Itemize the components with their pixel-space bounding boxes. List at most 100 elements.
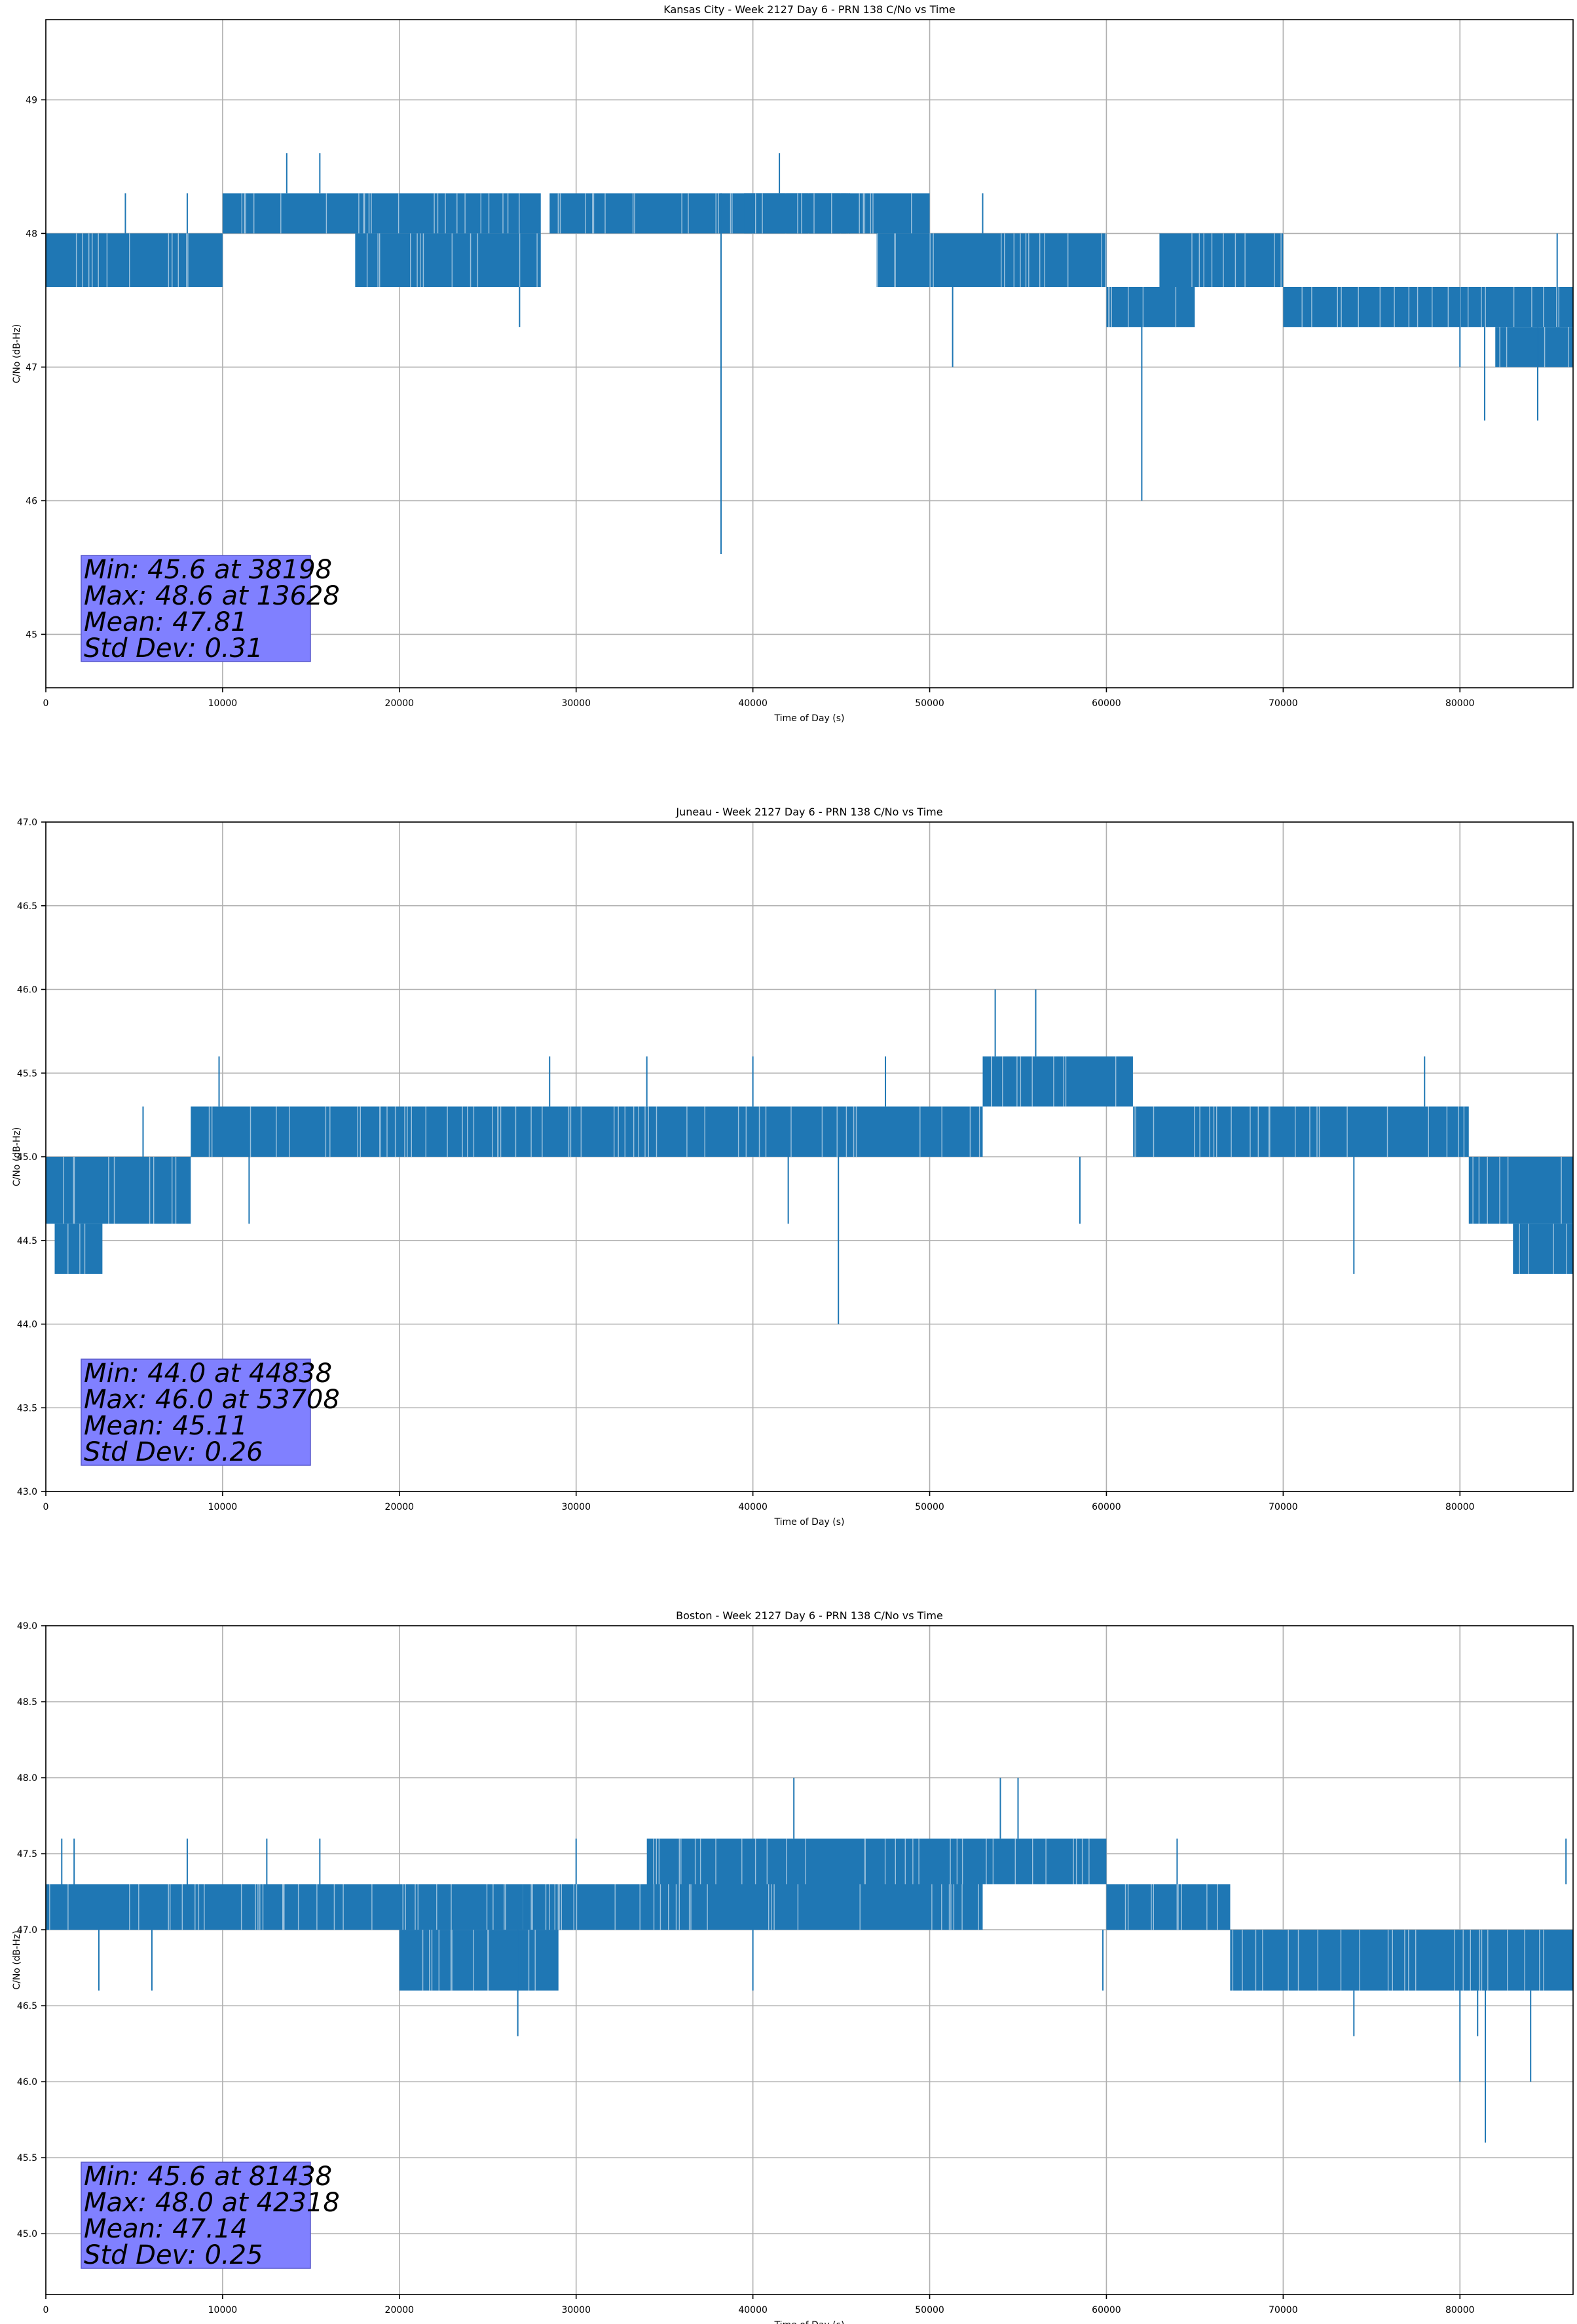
series-gaps xyxy=(1499,327,1574,367)
series-band-3 xyxy=(982,1838,1107,1884)
series-gaps xyxy=(422,1930,536,1991)
stats-box xyxy=(81,2162,311,2269)
x-tick-label: 50000 xyxy=(915,698,944,709)
x-tick-label: 60000 xyxy=(1092,2305,1121,2315)
y-tick-label: 45.0 xyxy=(17,1152,37,1163)
stats-text: Max: 48.6 at 13628 xyxy=(84,581,340,611)
chart-panel-0: 0 10000 20000 30000 40000 50000 60000 70000 8000… xyxy=(12,3,1574,724)
y-tick-label: 47 xyxy=(26,362,37,373)
x-tick-label: 20000 xyxy=(385,2305,415,2315)
series-gaps xyxy=(1191,233,1282,287)
x-tick-label: 10000 xyxy=(208,1502,238,1512)
x-tick-label: 30000 xyxy=(561,2305,591,2315)
y-tick-label: 47.5 xyxy=(17,1849,37,1860)
chart-title: Kansas City - Week 2127 Day 6 - PRN 138 … xyxy=(663,3,955,16)
x-tick-label: 30000 xyxy=(561,698,591,709)
series-band-5 xyxy=(1230,1930,1573,1991)
y-tick-label: 47.0 xyxy=(17,1925,37,1936)
series-band-3 xyxy=(982,1056,1133,1107)
series-line xyxy=(46,153,1574,554)
y-axis-label: C/No (dB-Hz) xyxy=(12,324,22,383)
series-band-7 xyxy=(1159,233,1284,287)
series-band-6 xyxy=(1106,1884,1231,1930)
x-tick-label: 80000 xyxy=(1445,698,1475,709)
series-band-9 xyxy=(1495,327,1573,367)
y-tick-label: 48.0 xyxy=(17,1773,37,1784)
y-tick-label: 46.0 xyxy=(17,985,37,996)
y-tick-label: 46 xyxy=(26,496,37,506)
x-tick-label: 60000 xyxy=(1092,1502,1121,1512)
x-tick-label: 20000 xyxy=(385,1502,415,1512)
series-gaps xyxy=(366,233,538,287)
chart-title: Boston - Week 2127 Day 6 - PRN 138 C/No … xyxy=(676,1609,943,1622)
x-tick-label: 0 xyxy=(43,698,49,709)
series-gaps xyxy=(49,1884,506,1930)
chart-panel-1: 0 10000 20000 30000 40000 50000 60000 70000 8000… xyxy=(12,806,1574,1527)
series-gaps xyxy=(1301,287,1559,328)
series-gaps xyxy=(67,1224,86,1274)
series-band-6 xyxy=(1513,1224,1573,1274)
series-gaps xyxy=(1134,1106,1465,1157)
series-gaps xyxy=(1232,1930,1544,1991)
stats-text: Max: 46.0 at 53708 xyxy=(84,1385,340,1415)
stats-text: Mean: 45.11 xyxy=(84,1411,248,1441)
series-band-4 xyxy=(744,193,930,234)
series-gaps xyxy=(1124,1884,1218,1930)
y-tick-label: 45.0 xyxy=(17,2229,37,2240)
series-band-6 xyxy=(1106,287,1195,328)
series-band-5 xyxy=(876,233,1107,287)
series-gaps xyxy=(755,193,912,234)
series-gaps xyxy=(986,1838,1090,1884)
y-axis-label: C/No (dB-Hz) xyxy=(12,1127,22,1186)
y-tick-label: 45.5 xyxy=(17,1068,37,1079)
x-tick-label: 0 xyxy=(43,2305,49,2315)
x-tick-label: 10000 xyxy=(208,2305,238,2315)
series-band-2 xyxy=(646,1838,983,1884)
series-gaps xyxy=(991,1056,1117,1107)
series-band-1 xyxy=(222,193,541,234)
y-tick-label: 45.5 xyxy=(17,2153,37,2164)
stats-box xyxy=(81,1359,311,1466)
series-band-8 xyxy=(1283,287,1573,328)
y-tick-label: 46.0 xyxy=(17,2077,37,2088)
y-tick-label: 48 xyxy=(26,229,37,239)
series-gaps xyxy=(876,233,1106,287)
x-tick-label: 60000 xyxy=(1092,698,1121,709)
y-axis-label: C/No (dB-Hz) xyxy=(12,1930,22,1989)
y-tick-label: 46.5 xyxy=(17,901,37,912)
y-tick-label: 48.5 xyxy=(17,1697,37,1708)
series-band-0 xyxy=(46,1157,191,1224)
chart-title: Juneau - Week 2127 Day 6 - PRN 138 C/No … xyxy=(675,806,942,818)
series-band-0 xyxy=(46,233,223,287)
x-tick-label: 10000 xyxy=(208,698,238,709)
x-tick-label: 40000 xyxy=(738,698,768,709)
series-band-2 xyxy=(355,233,541,287)
x-tick-label: 40000 xyxy=(738,1502,768,1512)
stats-text: Std Dev: 0.25 xyxy=(84,2240,263,2270)
y-tick-label: 44.5 xyxy=(17,1236,37,1246)
series-line xyxy=(46,1778,1573,2143)
stats-text: Std Dev: 0.26 xyxy=(84,1437,263,1467)
series-line xyxy=(46,989,1573,1324)
series-gaps xyxy=(63,1157,177,1224)
series-band-5 xyxy=(1468,1157,1573,1224)
chart-panel-2: 0 10000 20000 30000 40000 50000 60000 70000 8000… xyxy=(12,1609,1574,2324)
y-tick-label: 45 xyxy=(26,629,37,640)
series-gaps xyxy=(1519,1224,1567,1274)
x-tick-label: 70000 xyxy=(1269,1502,1298,1512)
stats-text: Min: 44.0 at 44838 xyxy=(84,1359,332,1389)
y-tick-label: 49.0 xyxy=(17,1621,37,1632)
y-tick-label: 43.0 xyxy=(17,1487,37,1497)
series-gaps xyxy=(208,1106,980,1157)
y-tick-label: 46.5 xyxy=(17,2001,37,2012)
stats-text: Min: 45.6 at 38198 xyxy=(84,555,332,585)
x-tick-label: 80000 xyxy=(1445,2305,1475,2315)
x-axis-label: Time of Day (s) xyxy=(774,713,845,724)
series-gaps xyxy=(653,1838,963,1884)
y-tick-label: 43.5 xyxy=(17,1403,37,1414)
stats-text: Max: 48.0 at 42318 xyxy=(84,2188,340,2218)
stats-text: Mean: 47.14 xyxy=(84,2214,248,2244)
x-tick-label: 0 xyxy=(43,1502,49,1512)
x-tick-label: 70000 xyxy=(1269,698,1298,709)
